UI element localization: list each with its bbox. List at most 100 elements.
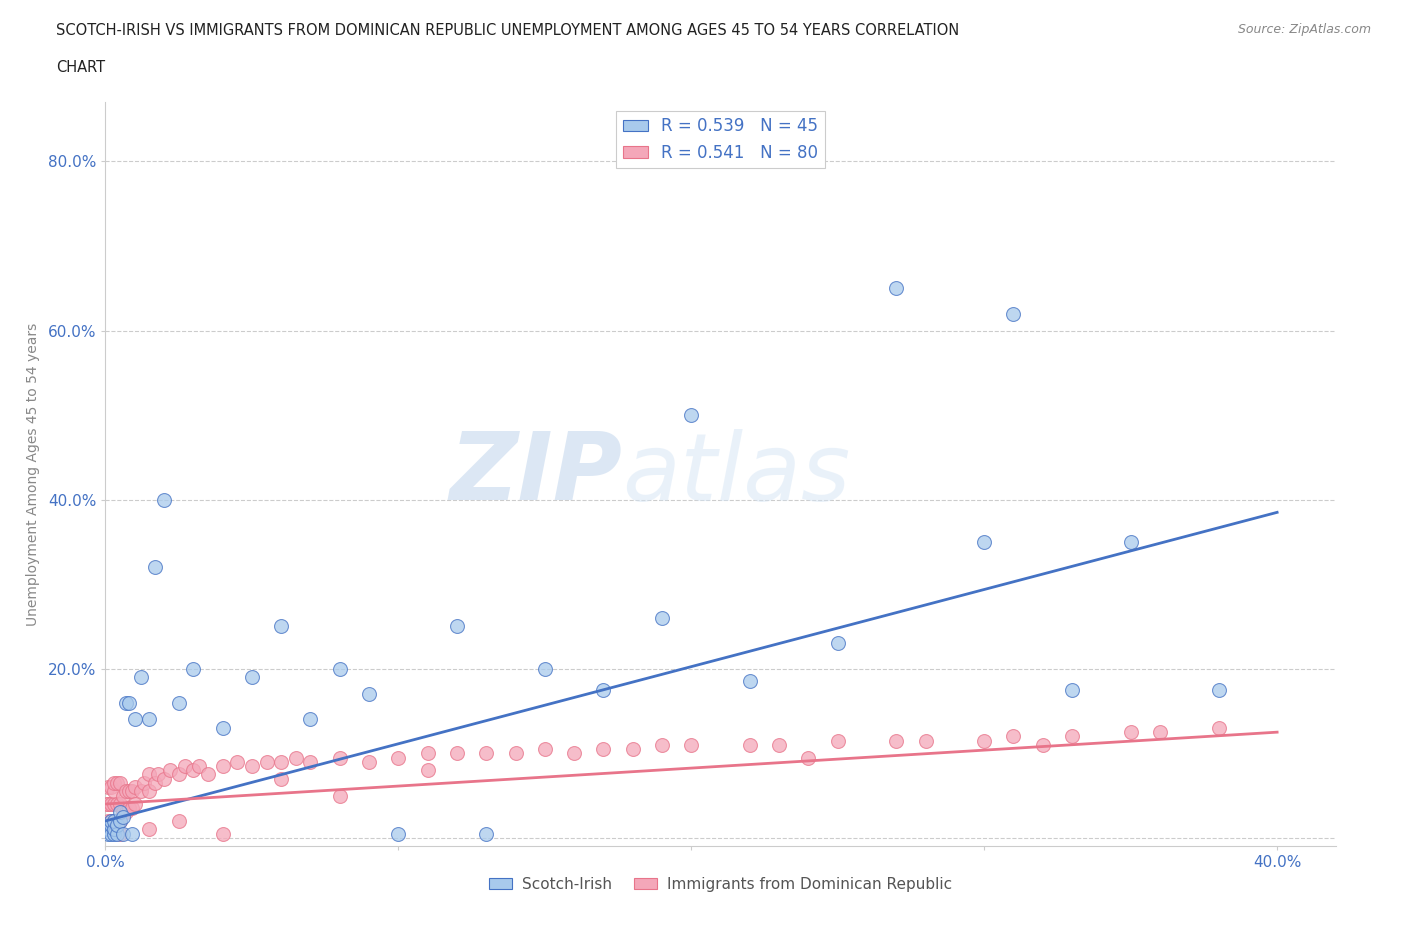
- Point: [108, 814, 131, 829]
- Point: [129, 784, 152, 799]
- Point: [886, 281, 908, 296]
- Point: [416, 763, 439, 777]
- Point: [138, 784, 160, 799]
- Point: [505, 746, 527, 761]
- Point: [211, 721, 233, 736]
- Point: [97, 779, 120, 794]
- Point: [211, 759, 233, 774]
- Point: [299, 712, 322, 727]
- Point: [100, 826, 122, 841]
- Point: [562, 746, 585, 761]
- Point: [112, 809, 135, 824]
- Point: [329, 788, 352, 803]
- Point: [167, 767, 190, 782]
- Point: [100, 814, 122, 829]
- Point: [329, 661, 352, 676]
- Point: [416, 746, 439, 761]
- Point: [105, 814, 128, 829]
- Point: [1002, 729, 1025, 744]
- Point: [121, 826, 143, 841]
- Point: [115, 805, 138, 820]
- Point: [167, 695, 190, 710]
- Point: [97, 814, 120, 829]
- Point: [108, 826, 131, 841]
- Point: [159, 763, 181, 777]
- Point: [256, 754, 278, 769]
- Point: [1002, 306, 1025, 321]
- Point: [121, 801, 143, 816]
- Point: [533, 661, 555, 676]
- Point: [105, 826, 128, 841]
- Point: [173, 759, 195, 774]
- Point: [153, 492, 176, 507]
- Point: [100, 797, 122, 812]
- Point: [446, 746, 468, 761]
- Point: [211, 826, 233, 841]
- Point: [103, 814, 125, 829]
- Point: [914, 733, 936, 748]
- Point: [738, 674, 761, 689]
- Point: [96, 797, 118, 812]
- Point: [112, 788, 135, 803]
- Point: [132, 776, 155, 790]
- Point: [124, 797, 146, 812]
- Point: [108, 814, 131, 829]
- Point: [797, 751, 820, 765]
- Point: [973, 733, 995, 748]
- Point: [103, 784, 125, 799]
- Point: [103, 814, 125, 829]
- Point: [533, 741, 555, 756]
- Point: [105, 776, 128, 790]
- Point: [108, 805, 131, 820]
- Point: [886, 733, 908, 748]
- Point: [124, 779, 146, 794]
- Point: [387, 826, 409, 841]
- Point: [100, 814, 122, 829]
- Point: [621, 741, 644, 756]
- Point: [1208, 721, 1230, 736]
- Point: [1062, 729, 1084, 744]
- Point: [651, 611, 673, 626]
- Text: atlas: atlas: [621, 429, 851, 520]
- Point: [827, 636, 849, 651]
- Text: SCOTCH-IRISH VS IMMIGRANTS FROM DOMINICAN REPUBLIC UNEMPLOYMENT AMONG AGES 45 TO: SCOTCH-IRISH VS IMMIGRANTS FROM DOMINICA…: [56, 23, 959, 38]
- Point: [103, 776, 125, 790]
- Point: [97, 822, 120, 837]
- Point: [592, 741, 614, 756]
- Point: [112, 805, 135, 820]
- Point: [103, 797, 125, 812]
- Point: [1119, 535, 1142, 550]
- Point: [768, 737, 790, 752]
- Point: [124, 712, 146, 727]
- Point: [183, 661, 205, 676]
- Point: [329, 751, 352, 765]
- Point: [105, 817, 128, 832]
- Point: [475, 746, 498, 761]
- Point: [100, 817, 122, 832]
- Point: [270, 771, 292, 786]
- Point: [97, 826, 120, 841]
- Point: [138, 822, 160, 837]
- Point: [118, 784, 141, 799]
- Point: [112, 826, 135, 841]
- Point: [100, 779, 122, 794]
- Point: [148, 767, 170, 782]
- Point: [357, 686, 380, 701]
- Point: [651, 737, 673, 752]
- Point: [681, 737, 703, 752]
- Point: [103, 826, 125, 841]
- Point: [197, 767, 219, 782]
- Point: [115, 695, 138, 710]
- Point: [167, 814, 190, 829]
- Point: [143, 560, 166, 575]
- Legend: R = 0.539   N = 45, R = 0.541   N = 80: R = 0.539 N = 45, R = 0.541 N = 80: [616, 111, 825, 168]
- Point: [1119, 724, 1142, 739]
- Point: [226, 754, 249, 769]
- Point: [387, 751, 409, 765]
- Point: [827, 733, 849, 748]
- Point: [681, 407, 703, 422]
- Point: [118, 801, 141, 816]
- Point: [183, 763, 205, 777]
- Point: [138, 712, 160, 727]
- Point: [108, 776, 131, 790]
